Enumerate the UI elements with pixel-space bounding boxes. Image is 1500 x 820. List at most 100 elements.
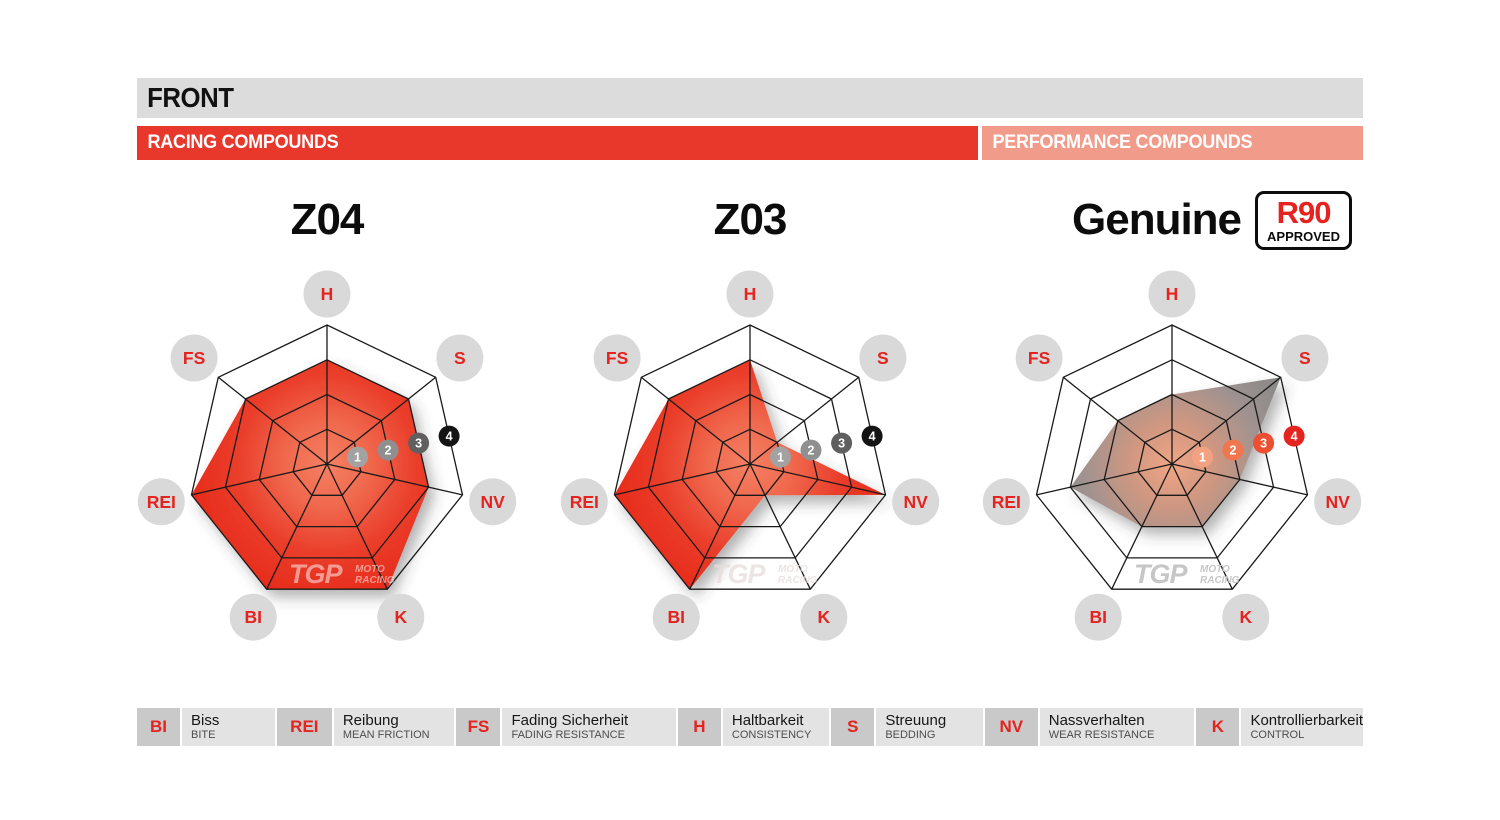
watermark-moto-text: MOTO bbox=[778, 564, 808, 575]
legend-en-bi: BITE bbox=[191, 729, 216, 741]
radar-grid-ring-4 bbox=[613, 324, 887, 590]
axis-label-S: S bbox=[1281, 334, 1329, 382]
radar-chart-z03: TGP MOTO RACING 1 2 3 4 H S NV K BI REI FS bbox=[560, 268, 940, 648]
watermark-racing-text: RACING bbox=[778, 575, 818, 586]
chart-title-z04-text: Z04 bbox=[290, 195, 365, 244]
svg-text:H: H bbox=[321, 284, 334, 304]
approved-badge-text: APPROVED bbox=[1267, 228, 1340, 244]
scale-marker-3: 3 bbox=[1253, 432, 1275, 454]
legend-abbr-fs: FS bbox=[456, 708, 501, 746]
radar-axis-spoke-K bbox=[749, 463, 811, 590]
legend-text-nv: Nassverhalten WEAR RESISTANCE bbox=[1039, 708, 1195, 746]
radar-axis-spoke-REI bbox=[614, 463, 751, 496]
watermark-moto-text: MOTO bbox=[355, 564, 385, 575]
svg-text:H: H bbox=[744, 284, 757, 304]
radar-data-polygon bbox=[614, 359, 886, 590]
svg-text:K: K bbox=[817, 607, 830, 627]
section-header-bar: FRONT bbox=[137, 78, 1363, 118]
legend-abbr-rei: REI bbox=[276, 708, 332, 746]
svg-text:NV: NV bbox=[481, 492, 506, 512]
svg-text:S: S bbox=[454, 348, 466, 368]
tgp-logo-text: TGP bbox=[1134, 559, 1188, 589]
radar-axis-spoke-S bbox=[749, 376, 860, 465]
scale-marker-3: 3 bbox=[831, 432, 853, 454]
legend-item-fs: FS Fading Sicherheit FADING RESISTANCE bbox=[456, 708, 676, 746]
scale-marker-1: 1 bbox=[770, 446, 791, 468]
axis-label-REI: REI bbox=[560, 478, 608, 526]
legend-en-nv: WEAR RESISTANCE bbox=[1048, 729, 1155, 741]
legend-de-rei: Reibung bbox=[342, 712, 399, 729]
radar-grid-ring-4 bbox=[190, 324, 464, 590]
legend-text-rei: Reibung MEAN FRICTION bbox=[333, 708, 455, 746]
svg-text:H: H bbox=[1166, 284, 1179, 304]
legend-abbr-h: H bbox=[677, 708, 721, 746]
axis-label-K: K bbox=[1222, 593, 1270, 641]
axis-label-S: S bbox=[436, 334, 484, 382]
svg-text:BI: BI bbox=[244, 607, 262, 627]
radar-axis-spoke-S bbox=[326, 376, 437, 465]
svg-text:FS: FS bbox=[606, 348, 628, 368]
axis-label-H: H bbox=[1148, 270, 1196, 318]
radar-grid-ring-3 bbox=[1069, 359, 1275, 559]
radar-axis-spoke-FS bbox=[1062, 376, 1173, 465]
legend-item-k: K Kontrollierbarkeit CONTROL bbox=[1196, 708, 1363, 746]
svg-text:1: 1 bbox=[777, 450, 784, 464]
svg-text:3: 3 bbox=[838, 436, 845, 450]
svg-text:FS: FS bbox=[183, 348, 205, 368]
svg-text:1: 1 bbox=[1199, 450, 1206, 464]
scale-marker-2: 2 bbox=[377, 439, 399, 461]
axis-label-S: S bbox=[859, 334, 907, 382]
svg-text:BI: BI bbox=[667, 607, 685, 627]
legend-de-k: Kontrollierbarkeit bbox=[1250, 712, 1363, 729]
performance-compounds-label: PERFORMANCE COMPOUNDS bbox=[992, 132, 1253, 153]
radar-axis-spoke-FS bbox=[640, 376, 751, 465]
radar-axis-spoke-BI bbox=[1111, 463, 1173, 590]
svg-text:FS: FS bbox=[1028, 348, 1050, 368]
compound-group-bars: RACING COMPOUNDS PERFORMANCE COMPOUNDS bbox=[137, 126, 1363, 160]
performance-compounds-bar: PERFORMANCE COMPOUNDS bbox=[982, 126, 1363, 160]
tgp-logo-text: TGP bbox=[289, 559, 343, 589]
legend-text-k: Kontrollierbarkeit CONTROL bbox=[1241, 708, 1363, 746]
radar-axis-spoke-FS bbox=[217, 376, 328, 465]
axis-label-BI: BI bbox=[1074, 593, 1122, 641]
radar-axis-spoke-NV bbox=[749, 463, 886, 496]
axis-label-NV: NV bbox=[892, 478, 940, 526]
legend-de-fs: Fading Sicherheit bbox=[511, 712, 629, 729]
r90-approved-badge: R90 APPROVED bbox=[1255, 190, 1352, 250]
axis-label-BI: BI bbox=[652, 593, 700, 641]
scale-marker-4: 4 bbox=[861, 425, 883, 447]
racing-compounds-bar: RACING COMPOUNDS bbox=[137, 126, 978, 160]
scale-marker-2: 2 bbox=[1222, 439, 1244, 461]
scale-marker-4: 4 bbox=[1283, 425, 1305, 447]
racing-compounds-label: RACING COMPOUNDS bbox=[147, 132, 339, 153]
svg-text:4: 4 bbox=[1291, 429, 1298, 443]
radar-axis-spoke-K bbox=[326, 463, 388, 590]
axis-label-NV: NV bbox=[469, 478, 517, 526]
legend-item-nv: NV Nassverhalten WEAR RESISTANCE bbox=[984, 708, 1195, 746]
r90-badge-text: R90 bbox=[1276, 194, 1332, 230]
svg-text:NV: NV bbox=[904, 492, 929, 512]
legend-item-rei: REI Reibung MEAN FRICTION bbox=[276, 708, 455, 746]
svg-text:2: 2 bbox=[385, 443, 392, 457]
watermark-racing-text: RACING bbox=[355, 575, 395, 586]
axis-label-FS: FS bbox=[1015, 334, 1063, 382]
legend-text-fs: Fading Sicherheit FADING RESISTANCE bbox=[502, 708, 676, 746]
svg-text:2: 2 bbox=[808, 443, 815, 457]
legend-abbr-nv: NV bbox=[984, 708, 1038, 746]
svg-text:3: 3 bbox=[1260, 436, 1267, 450]
svg-text:S: S bbox=[877, 348, 889, 368]
legend-item-s: S Streuung BEDDING bbox=[831, 708, 983, 746]
axis-label-FS: FS bbox=[170, 334, 218, 382]
legend-en-fs: FADING RESISTANCE bbox=[511, 729, 625, 741]
chart-title-z03-text: Z03 bbox=[713, 195, 788, 244]
legend: BI Biss BITE REI Reibung MEAN FRICTION F… bbox=[137, 708, 1363, 746]
radar-axis-spoke-BI bbox=[266, 463, 328, 590]
legend-item-bi: BI Biss BITE bbox=[137, 708, 275, 746]
radar-axis-spoke-S bbox=[1171, 376, 1282, 465]
svg-text:NV: NV bbox=[1326, 492, 1351, 512]
axis-label-REI: REI bbox=[982, 478, 1030, 526]
radar-chart-z04: TGP MOTO RACING 1 2 3 4 H S NV K BI REI FS bbox=[137, 268, 517, 648]
